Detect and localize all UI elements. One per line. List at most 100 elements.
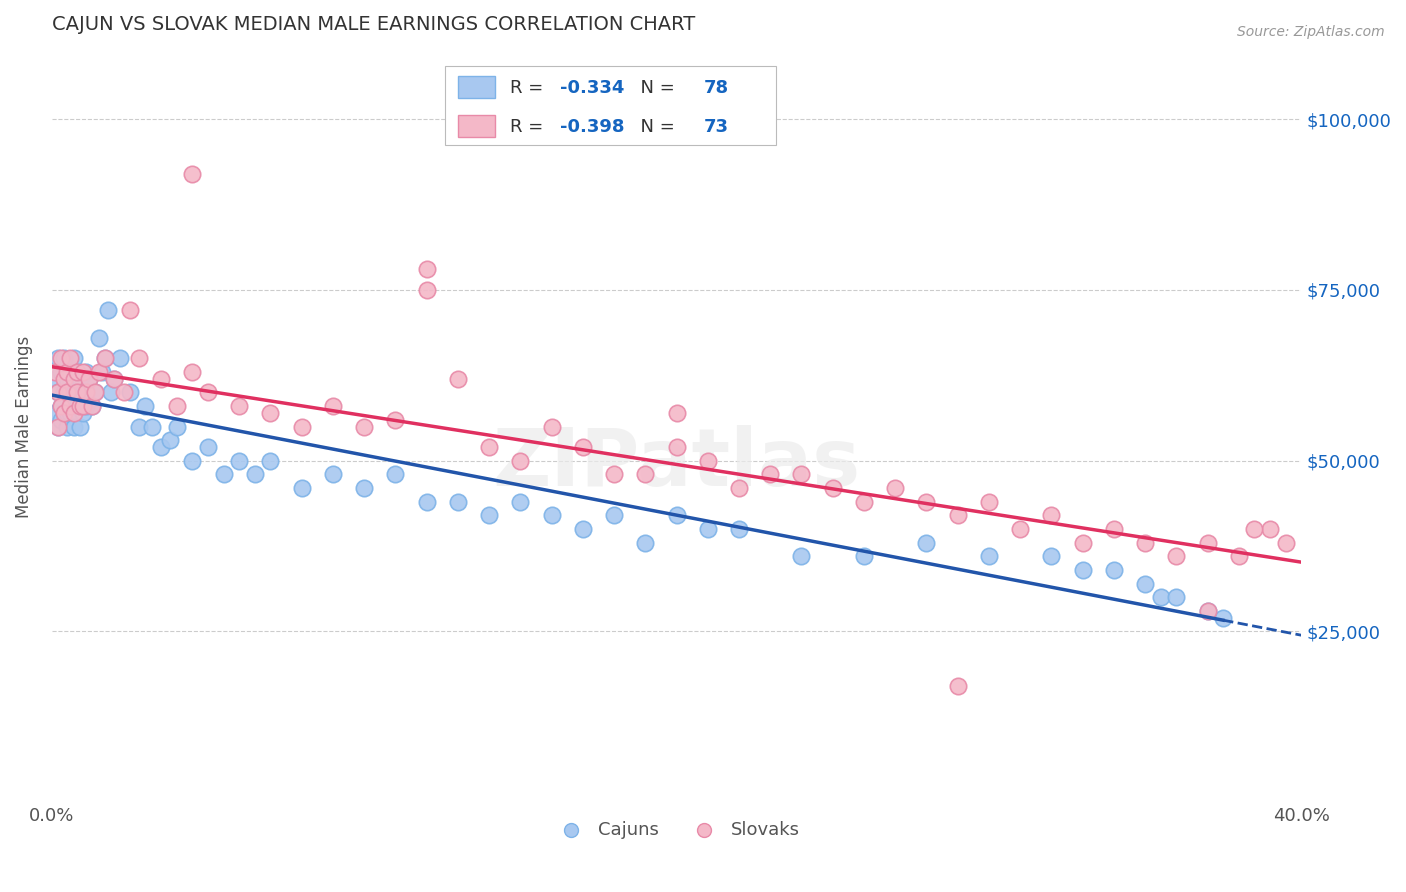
FancyBboxPatch shape	[458, 115, 495, 137]
Point	[59, 385, 82, 400]
Point	[94, 351, 117, 366]
Point	[322, 467, 344, 482]
Point	[69, 419, 91, 434]
Point	[1197, 535, 1219, 549]
Point	[696, 453, 718, 467]
Point	[49, 365, 72, 379]
Point	[384, 413, 406, 427]
Point	[852, 494, 875, 508]
Text: ZIPatlas: ZIPatlas	[492, 425, 860, 503]
Point	[1102, 522, 1125, 536]
Point	[1102, 563, 1125, 577]
Point	[946, 508, 969, 523]
Point	[118, 385, 141, 400]
Point	[84, 385, 107, 400]
Point	[62, 351, 84, 366]
Point	[49, 413, 72, 427]
Point	[181, 453, 204, 467]
Point	[87, 365, 110, 379]
Point	[852, 549, 875, 564]
Point	[66, 365, 89, 379]
Point	[59, 399, 82, 413]
Point	[94, 351, 117, 366]
Point	[75, 399, 97, 413]
Point	[72, 399, 94, 413]
Point	[1258, 522, 1281, 536]
Point	[1166, 591, 1188, 605]
Point	[53, 351, 76, 366]
Point	[44, 365, 66, 379]
Point	[634, 467, 657, 482]
Point	[212, 467, 235, 482]
Point	[821, 481, 844, 495]
Point	[112, 385, 135, 400]
Point	[977, 549, 1000, 564]
Point	[915, 535, 938, 549]
Point	[141, 419, 163, 434]
Point	[572, 522, 595, 536]
Point	[56, 365, 79, 379]
Point	[166, 419, 188, 434]
Point	[384, 467, 406, 482]
Point	[110, 351, 132, 366]
Point	[353, 419, 375, 434]
Point	[696, 522, 718, 536]
Point	[415, 262, 437, 277]
Point	[228, 399, 250, 413]
Point	[56, 419, 79, 434]
Text: CAJUN VS SLOVAK MEDIAN MALE EARNINGS CORRELATION CHART: CAJUN VS SLOVAK MEDIAN MALE EARNINGS COR…	[52, 15, 695, 34]
Point	[790, 467, 813, 482]
Point	[46, 385, 69, 400]
Point	[665, 406, 688, 420]
Point	[87, 331, 110, 345]
Point	[72, 406, 94, 420]
Point	[915, 494, 938, 508]
Text: 78: 78	[704, 79, 730, 97]
Point	[46, 419, 69, 434]
Point	[84, 385, 107, 400]
Point	[75, 385, 97, 400]
Point	[66, 365, 89, 379]
Point	[946, 679, 969, 693]
Point	[128, 419, 150, 434]
Point	[75, 365, 97, 379]
Point	[572, 440, 595, 454]
Point	[509, 453, 531, 467]
Point	[49, 351, 72, 366]
Point	[128, 351, 150, 366]
Point	[77, 372, 100, 386]
Point	[118, 303, 141, 318]
FancyBboxPatch shape	[458, 76, 495, 98]
Point	[44, 372, 66, 386]
Point	[49, 399, 72, 413]
Point	[197, 385, 219, 400]
Point	[72, 385, 94, 400]
Point	[540, 419, 562, 434]
Point	[69, 372, 91, 386]
Point	[134, 399, 156, 413]
Point	[1166, 549, 1188, 564]
Point	[44, 406, 66, 420]
Point	[291, 419, 314, 434]
Point	[1197, 604, 1219, 618]
Point	[69, 399, 91, 413]
Point	[1274, 535, 1296, 549]
Text: -0.334: -0.334	[561, 79, 624, 97]
FancyBboxPatch shape	[446, 66, 776, 145]
Point	[259, 453, 281, 467]
Point	[56, 385, 79, 400]
Point	[46, 385, 69, 400]
Point	[1212, 611, 1234, 625]
Point	[46, 419, 69, 434]
Point	[1227, 549, 1250, 564]
Point	[59, 365, 82, 379]
Text: R =: R =	[510, 119, 550, 136]
Point	[665, 508, 688, 523]
Point	[1133, 576, 1156, 591]
Point	[72, 365, 94, 379]
Point	[884, 481, 907, 495]
Text: 73: 73	[704, 119, 728, 136]
Point	[82, 399, 104, 413]
Point	[1243, 522, 1265, 536]
Point	[478, 508, 501, 523]
